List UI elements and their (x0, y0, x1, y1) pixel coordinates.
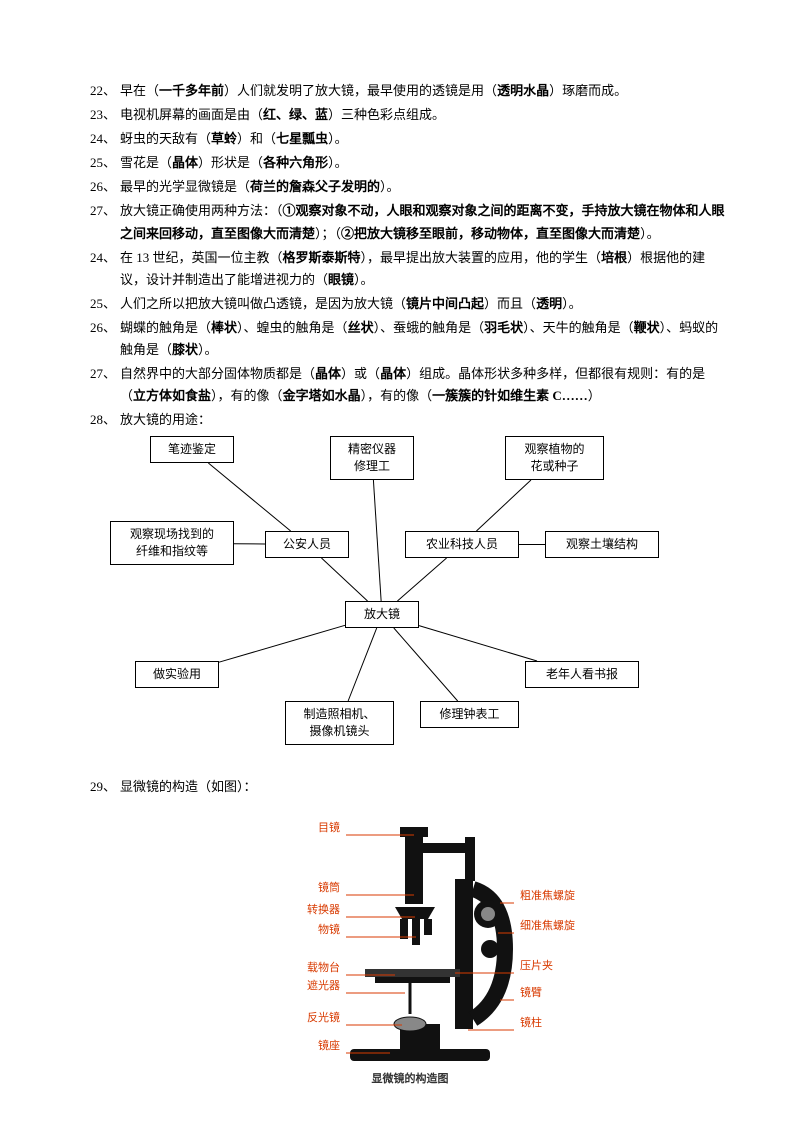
microscope-label: 粗准焦螺旋 (520, 887, 575, 906)
item-number: 24、 (90, 247, 116, 291)
microscope-label: 镜臂 (520, 984, 542, 1003)
microscope-label: 镜柱 (520, 1014, 542, 1033)
microscope-label: 反光镜 (307, 1009, 340, 1028)
diagram-node-instrument: 精密仪器修理工 (330, 436, 414, 480)
diagram-node-magnifier: 放大镜 (345, 601, 419, 628)
diagram-node-camera: 制造照相机、摄像机镜头 (285, 701, 394, 745)
diagram-node-fiber: 观察现场找到的纤维和指纹等 (110, 521, 234, 565)
diagram-node-exp: 做实验用 (135, 661, 219, 688)
microscope-label: 转换器 (307, 901, 340, 920)
list-item: 27、自然界中的大部分固体物质都是（晶体）或（晶体）组成。晶体形状多种多样，但都… (90, 363, 730, 407)
item-text: 自然界中的大部分固体物质都是（晶体）或（晶体）组成。晶体形状多种多样，但都很有规… (120, 363, 730, 407)
item-number: 29、 (90, 776, 116, 798)
item-text: 蚜虫的天敌有（草蛉）和（七星瓢虫）。 (120, 128, 730, 150)
item-number: 27、 (90, 363, 116, 407)
item-text: 雪花是（晶体）形状是（各种六角形）。 (120, 152, 730, 174)
item-text: 放大镜的用途： (120, 409, 730, 431)
item-number: 27、 (90, 200, 116, 244)
list-item: 25、人们之所以把放大镜叫做凸透镜，是因为放大镜（镜片中间凸起）而且（透明）。 (90, 293, 730, 315)
diagram-node-clock: 修理钟表工 (420, 701, 519, 728)
magnifier-uses-diagram: 笔迹鉴定 精密仪器修理工 观察植物的花或种子观察现场找到的纤维和指纹等 公安人员 农业科… (110, 436, 730, 756)
diagram-node-elder: 老年人看书报 (525, 661, 639, 688)
item-text: 蝴蝶的触角是（棒状）、蝗虫的触角是（丝状）、蚕蛾的触角是（羽毛状）、天牛的触角是… (120, 317, 730, 361)
microscope-label: 载物台 (307, 959, 340, 978)
microscope-label: 细准焦螺旋 (520, 917, 575, 936)
list-item: 22、早在（一千多年前）人们就发明了放大镜，最早使用的透镜是用（透明水晶）琢磨而… (90, 80, 730, 102)
microscope-label: 镜筒 (318, 879, 340, 898)
item-text: 人们之所以把放大镜叫做凸透镜，是因为放大镜（镜片中间凸起）而且（透明）。 (120, 293, 730, 315)
item-text: 电视机屏幕的画面是由（红、绿、蓝）三种色彩点组成。 (120, 104, 730, 126)
microscope-label: 镜座 (318, 1037, 340, 1056)
item-number: 25、 (90, 293, 116, 315)
list-item: 26、最早的光学显微镜是（荷兰的詹森父子发明的）。 (90, 176, 730, 198)
microscope-figure: 显微镜的构造图 目镜镜筒转换器物镜载物台遮光器反光镜镜座 粗准焦螺旋细准焦螺旋压片… (230, 809, 590, 1089)
item-number: 24、 (90, 128, 116, 150)
list-item: 25、雪花是（晶体）形状是（各种六角形）。 (90, 152, 730, 174)
item-number: 26、 (90, 317, 116, 361)
diagram-node-soil: 观察土壤结构 (545, 531, 659, 558)
list-item: 26、蝴蝶的触角是（棒状）、蝗虫的触角是（丝状）、蚕蛾的触角是（羽毛状）、天牛的… (90, 317, 730, 361)
microscope-svg (230, 809, 590, 1089)
microscope-label: 目镜 (318, 819, 340, 838)
diagram-node-pen: 笔迹鉴定 (150, 436, 234, 463)
item-text: 早在（一千多年前）人们就发明了放大镜，最早使用的透镜是用（透明水晶）琢磨而成。 (120, 80, 730, 102)
diagram-node-agri: 农业科技人员 (405, 531, 519, 558)
list-item: 27、放大镜正确使用两种方法：（①观察对象不动，人眼和观察对象之间的距离不变，手… (90, 200, 730, 244)
items-list: 22、早在（一千多年前）人们就发明了放大镜，最早使用的透镜是用（透明水晶）琢磨而… (90, 80, 730, 431)
list-item: 28、放大镜的用途： (90, 409, 730, 431)
item-number: 25、 (90, 152, 116, 174)
item-number: 22、 (90, 80, 116, 102)
diagram-node-plant: 观察植物的花或种子 (505, 436, 604, 480)
microscope-label: 物镜 (318, 921, 340, 940)
microscope-label: 遮光器 (307, 977, 340, 996)
list-item: 24、在 13 世纪，英国一位主教（格罗斯泰斯特），最早提出放大装置的应用，他的… (90, 247, 730, 291)
microscope-label: 压片夹 (520, 957, 553, 976)
microscope-caption: 显微镜的构造图 (230, 1070, 590, 1089)
list-item: 23、电视机屏幕的画面是由（红、绿、蓝）三种色彩点组成。 (90, 104, 730, 126)
item-number: 28、 (90, 409, 116, 431)
item-number: 23、 (90, 104, 116, 126)
document-page: 22、早在（一千多年前）人们就发明了放大镜，最早使用的透镜是用（透明水晶）琢磨而… (0, 0, 800, 1129)
item-29: 29、 显微镜的构造（如图）： 显微镜的构造图 目镜镜筒转换器物镜载物台遮光器反… (90, 776, 730, 1088)
item-text: 显微镜的构造（如图）： (120, 776, 730, 798)
item-number: 26、 (90, 176, 116, 198)
item-text: 放大镜正确使用两种方法：（①观察对象不动，人眼和观察对象之间的距离不变，手持放大… (120, 200, 730, 244)
list-item: 24、蚜虫的天敌有（草蛉）和（七星瓢虫）。 (90, 128, 730, 150)
item-text: 在 13 世纪，英国一位主教（格罗斯泰斯特），最早提出放大装置的应用，他的学生（… (120, 247, 730, 291)
item-text: 最早的光学显微镜是（荷兰的詹森父子发明的）。 (120, 176, 730, 198)
diagram-node-police: 公安人员 (265, 531, 349, 558)
